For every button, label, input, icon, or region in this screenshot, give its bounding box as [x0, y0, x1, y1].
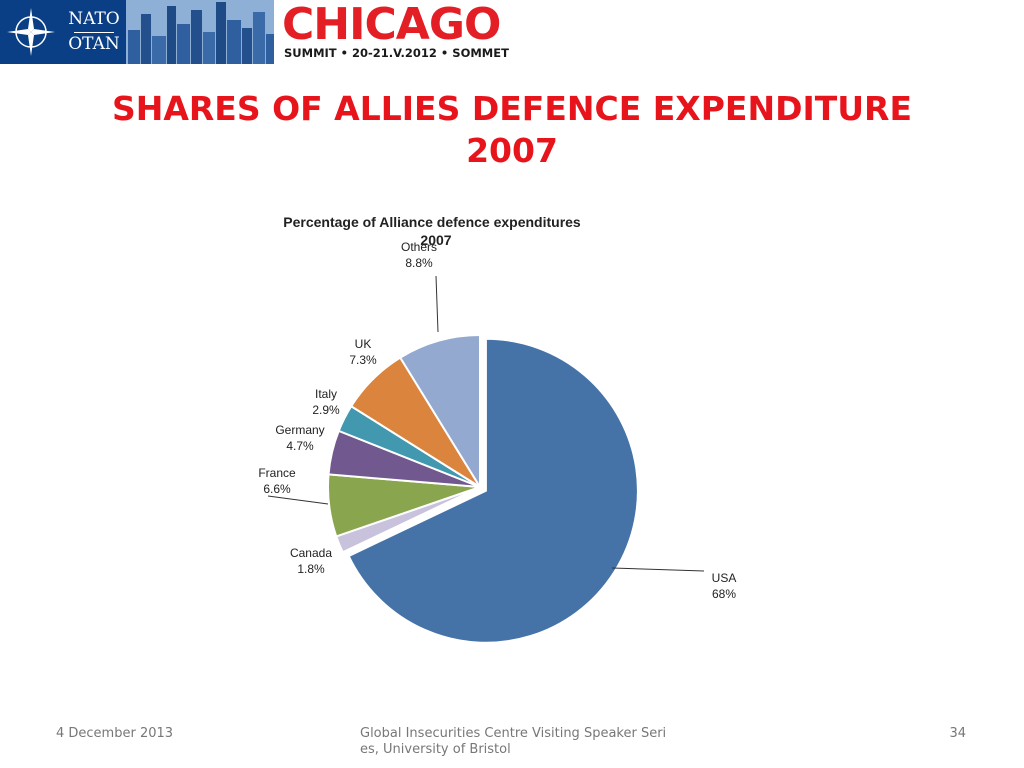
nato-compass-icon	[0, 0, 62, 64]
slide-number: 34	[949, 726, 966, 741]
footer-center-text: Global Insecurities Centre Visiting Spea…	[360, 726, 667, 757]
pie-slice-usa	[347, 337, 639, 644]
pie-slices	[327, 333, 639, 644]
slice-labels: USA 68% Canada 1.8% France 6.6% Germany 4.7% Ita…	[258, 240, 736, 601]
slice-label-germany: Germany	[275, 423, 324, 437]
slide-title-line2: 2007	[466, 131, 558, 170]
slice-value-canada: 1.8%	[297, 562, 325, 576]
leader-line-others	[435, 275, 439, 333]
slice-label-usa: USA	[712, 571, 737, 585]
logo-divider	[74, 31, 114, 33]
slice-value-france: 6.6%	[263, 482, 291, 496]
slice-value-italy: 2.9%	[312, 403, 340, 417]
slice-value-uk: 7.3%	[349, 353, 377, 367]
chart-title-line2: 2007	[420, 232, 451, 248]
slice-value-others: 8.8%	[405, 256, 433, 270]
logo-otan-text: OTAN	[68, 33, 120, 54]
slice-label-france: France	[258, 466, 296, 480]
leader-line-france	[267, 495, 329, 505]
footer-date: 4 December 2013	[56, 726, 174, 741]
slice-label-italy: Italy	[315, 387, 337, 401]
slide-title: SHARES OF ALLIES DEFENCE EXPENDITURE 200…	[60, 88, 964, 172]
slice-label-canada: Canada	[290, 546, 332, 560]
city-skyline-image	[126, 0, 274, 64]
slide-title-line1: SHARES OF ALLIES DEFENCE EXPENDITURE	[111, 89, 913, 128]
slice-label-uk: UK	[355, 337, 372, 351]
leader-line-usa	[611, 567, 705, 572]
slice-value-germany: 4.7%	[286, 439, 314, 453]
slice-label-others: Others	[401, 240, 437, 254]
chicago-wordmark: CHICAGO	[282, 0, 501, 50]
chart-title-line1: Percentage of Alliance defence expenditu…	[283, 214, 581, 230]
nato-otan-logo: NATO OTAN	[62, 0, 126, 64]
slice-value-usa: 68%	[712, 587, 736, 601]
summit-dates: SUMMIT • 20-21.V.2012 • SOMMET	[284, 46, 509, 60]
summit-banner: NATO OTAN CHICAGO SUMMIT • 20-21.V.2012 …	[0, 0, 509, 64]
logo-nato-text: NATO	[68, 8, 120, 29]
pie-slice-others	[398, 333, 481, 491]
leader-lines	[267, 275, 705, 572]
